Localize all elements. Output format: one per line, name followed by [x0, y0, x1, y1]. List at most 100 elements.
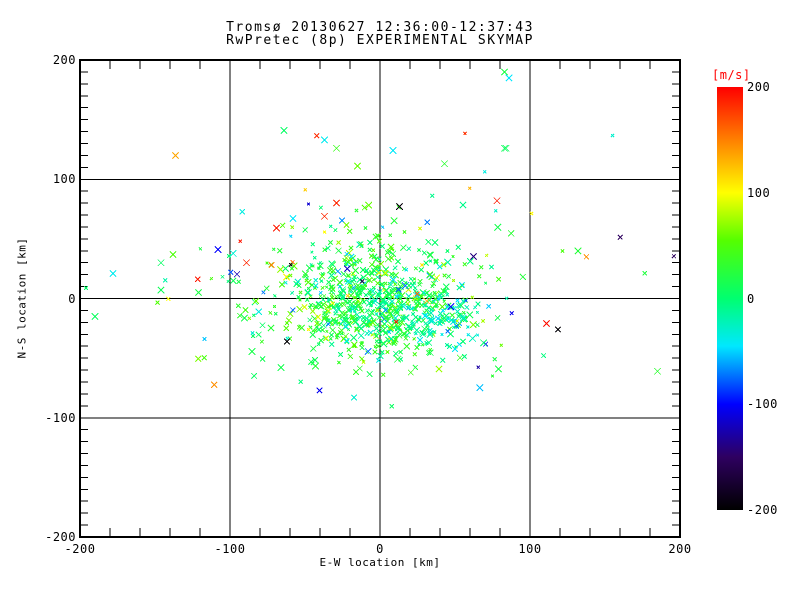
data-point — [250, 331, 255, 335]
data-point — [414, 292, 421, 299]
data-point — [377, 339, 383, 344]
data-point — [353, 162, 362, 170]
data-point — [366, 318, 372, 324]
data-point — [289, 215, 297, 223]
data-point — [348, 257, 353, 262]
figure-title: Tromsø 20130627 12:36:00-12:37:43 — [226, 20, 534, 35]
data-point — [365, 278, 371, 283]
data-point — [361, 204, 368, 211]
data-point — [359, 341, 364, 347]
data-point — [283, 280, 288, 285]
data-point — [313, 277, 319, 283]
data-point — [433, 274, 441, 282]
data-point — [426, 271, 434, 278]
data-point — [322, 230, 327, 234]
data-point — [298, 379, 304, 385]
data-point — [259, 339, 265, 344]
data-point — [194, 276, 201, 283]
data-point — [494, 223, 502, 232]
data-point — [194, 288, 203, 297]
data-point — [371, 285, 376, 290]
data-point — [340, 335, 347, 343]
data-point — [420, 262, 424, 267]
data-point — [413, 314, 419, 320]
data-point — [109, 269, 117, 278]
data-point — [445, 292, 450, 297]
data-point — [371, 248, 376, 253]
data-point — [451, 345, 459, 353]
data-point — [162, 278, 168, 283]
data-point — [476, 273, 482, 279]
data-point — [277, 265, 285, 274]
data-point — [376, 358, 381, 363]
data-point — [242, 307, 249, 314]
data-point — [357, 332, 365, 340]
data-point — [428, 259, 433, 263]
data-point — [499, 343, 504, 348]
data-point — [340, 301, 347, 308]
y-tick-label: 100 — [52, 172, 76, 187]
data-point — [367, 247, 372, 252]
data-point — [374, 273, 381, 281]
data-point — [285, 275, 290, 280]
colorbar-tick-label: 100 — [747, 185, 771, 200]
data-point — [263, 285, 270, 292]
data-point — [445, 249, 450, 254]
data-point — [337, 351, 344, 358]
data-point — [493, 197, 501, 205]
data-point — [336, 321, 341, 325]
data-point — [325, 307, 332, 314]
data-point — [320, 212, 329, 220]
data-point — [519, 273, 527, 281]
data-point — [442, 315, 450, 324]
data-point — [319, 279, 324, 283]
data-point — [279, 222, 286, 229]
colorbar-tick-label: 0 — [747, 291, 755, 306]
data-point — [342, 257, 347, 263]
data-point — [360, 340, 364, 345]
data-point — [407, 324, 414, 331]
data-point — [229, 249, 237, 258]
data-point — [479, 339, 488, 347]
data-point — [359, 356, 365, 362]
data-point — [427, 315, 435, 323]
data-point — [361, 299, 367, 305]
data-point — [416, 336, 424, 344]
data-point — [343, 260, 351, 268]
data-point — [364, 347, 372, 355]
data-point — [403, 335, 409, 341]
data-point — [369, 300, 374, 305]
data-point — [410, 311, 416, 317]
data-point — [459, 314, 467, 322]
data-point — [345, 307, 353, 314]
data-point — [326, 298, 331, 302]
data-point — [410, 319, 414, 324]
data-point — [389, 250, 397, 258]
data-point — [248, 347, 256, 356]
data-point — [446, 273, 452, 279]
data-point — [287, 310, 294, 318]
data-point — [325, 329, 329, 334]
data-point — [467, 186, 472, 191]
data-point — [365, 299, 374, 307]
data-point — [411, 281, 416, 286]
data-point — [379, 349, 385, 355]
data-point — [310, 361, 315, 366]
data-point — [247, 316, 252, 321]
data-point — [466, 332, 470, 337]
data-point — [377, 352, 384, 360]
y-tick-label: 200 — [52, 53, 76, 67]
data-point — [329, 286, 336, 292]
data-point — [363, 225, 368, 231]
data-point — [418, 315, 422, 319]
data-point — [296, 283, 302, 289]
data-point — [429, 316, 436, 324]
data-point — [671, 253, 677, 259]
data-point — [273, 311, 278, 316]
data-point — [389, 246, 394, 252]
data-point — [277, 364, 285, 372]
data-point — [414, 344, 420, 351]
data-point — [346, 347, 352, 353]
data-point — [476, 383, 484, 392]
